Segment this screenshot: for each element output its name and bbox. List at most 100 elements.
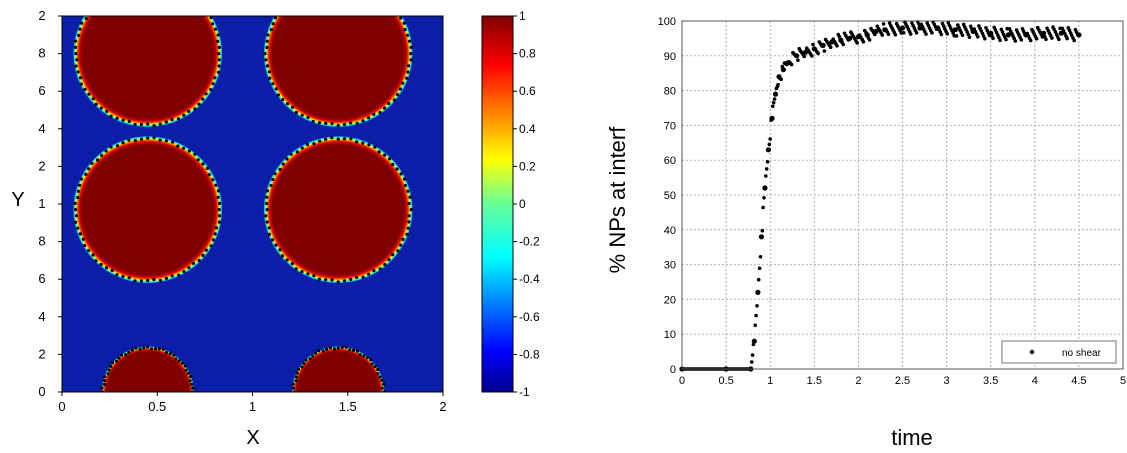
interface-marker bbox=[263, 52, 267, 56]
interface-marker bbox=[271, 82, 275, 86]
heatmap-y-ticks: 0 2 4 6 8 1 2 4 6 8 2 bbox=[38, 8, 62, 399]
interface-marker bbox=[321, 349, 325, 353]
data-point bbox=[796, 58, 800, 62]
interface-marker bbox=[285, 258, 289, 262]
interface-marker bbox=[317, 277, 321, 281]
interface-marker bbox=[395, 167, 399, 171]
interface-marker bbox=[170, 117, 174, 122]
interface-marker bbox=[191, 261, 195, 265]
scatter-y-tick-label: 40 bbox=[664, 225, 676, 237]
interface-marker bbox=[196, 158, 200, 162]
interface-marker bbox=[291, 394, 294, 397]
colorbar-tick-label: 0.6 bbox=[519, 84, 536, 98]
interface-marker bbox=[117, 425, 120, 428]
data-point bbox=[755, 304, 759, 308]
interface-marker bbox=[317, 121, 322, 125]
colorbar-tick-label: -0.8 bbox=[519, 347, 540, 361]
interface-marker bbox=[90, 161, 94, 165]
interface-marker bbox=[161, 347, 165, 351]
interface-marker bbox=[196, 2, 199, 5]
interface-marker bbox=[399, 16, 403, 20]
interface-marker bbox=[383, 153, 387, 157]
interface-marker bbox=[109, 114, 113, 118]
data-point bbox=[1065, 36, 1069, 41]
scatter-frame bbox=[681, 20, 1124, 370]
interface-marker bbox=[369, 358, 373, 362]
data-point bbox=[1075, 33, 1080, 37]
interface-marker bbox=[324, 137, 328, 141]
interface-marker bbox=[186, 371, 190, 375]
heatmap-y-tick-label: 2 bbox=[38, 8, 45, 23]
interface-marker bbox=[76, 70, 80, 74]
interface-marker bbox=[100, 0, 103, 1]
interface-marker bbox=[138, 347, 142, 351]
interface-marker bbox=[211, 238, 215, 242]
interface-marker bbox=[201, 162, 205, 166]
data-point bbox=[772, 97, 777, 101]
interface-marker bbox=[121, 118, 125, 122]
interface-marker bbox=[94, 102, 98, 106]
colorbar-tick-label: 1 bbox=[519, 9, 526, 23]
heatmap-x-label: X bbox=[246, 427, 259, 449]
interface-marker bbox=[77, 33, 81, 38]
data-point bbox=[765, 147, 772, 153]
interface-marker bbox=[269, 183, 273, 188]
interface-marker bbox=[73, 201, 77, 205]
interface-marker bbox=[355, 140, 359, 144]
interface-marker bbox=[329, 434, 332, 437]
interface-marker bbox=[107, 368, 111, 372]
interface-marker bbox=[378, 405, 381, 408]
interface-marker bbox=[373, 365, 377, 369]
interface-marker bbox=[158, 434, 161, 437]
interface-marker bbox=[102, 394, 105, 397]
interface-marker bbox=[267, 226, 271, 230]
interface-marker bbox=[324, 278, 328, 282]
interface-marker bbox=[372, 112, 376, 116]
scatter-y-tick-label: 0 bbox=[670, 364, 676, 376]
interface-marker bbox=[381, 382, 385, 386]
interface-marker bbox=[358, 353, 362, 357]
interface-marker bbox=[308, 424, 311, 427]
interface-marker bbox=[74, 52, 78, 56]
interface-marker bbox=[281, 162, 285, 166]
data-point bbox=[1072, 38, 1076, 43]
colorbar-tick-label: 0.4 bbox=[519, 122, 536, 136]
interface-marker bbox=[102, 402, 105, 405]
interface-marker bbox=[191, 394, 194, 397]
interface-marker bbox=[367, 116, 371, 120]
interface-marker bbox=[204, 92, 208, 96]
interface-marker bbox=[103, 375, 107, 379]
interface-marker bbox=[352, 348, 356, 352]
interface-marker bbox=[182, 146, 186, 150]
interface-marker bbox=[330, 121, 334, 126]
interface-marker bbox=[407, 214, 411, 218]
data-point bbox=[880, 33, 885, 37]
interface-marker bbox=[280, 254, 284, 258]
data-point bbox=[1034, 36, 1039, 41]
interface-marker bbox=[388, 1, 391, 4]
data-point bbox=[776, 82, 780, 87]
interface-marker bbox=[406, 70, 410, 74]
interface-marker bbox=[300, 415, 303, 418]
scatter-grid bbox=[682, 21, 1123, 369]
interface-marker bbox=[172, 353, 176, 357]
interface-marker bbox=[74, 220, 78, 224]
data-point bbox=[930, 31, 934, 35]
interface-marker bbox=[127, 276, 131, 280]
interface-marker bbox=[201, 7, 204, 10]
interface-marker bbox=[216, 33, 220, 37]
interface-marker bbox=[73, 45, 78, 50]
interface-marker bbox=[121, 274, 125, 279]
interface-marker bbox=[209, 16, 213, 20]
data-point bbox=[976, 35, 980, 39]
interface-marker bbox=[289, 152, 293, 156]
scatter-y-tick-label: 100 bbox=[658, 16, 676, 28]
interface-marker bbox=[274, 243, 278, 247]
heatmap-y-tick-label: 8 bbox=[38, 46, 45, 61]
interface-marker bbox=[83, 87, 87, 91]
interface-marker bbox=[172, 427, 175, 430]
interface-marker bbox=[304, 358, 308, 362]
interface-marker bbox=[87, 11, 90, 14]
phase-field-plot: 0 0.5 1 1.5 2 0 2 4 6 8 1 2 4 6 8 2 X Y bbox=[11, 0, 446, 449]
interface-marker bbox=[217, 64, 221, 68]
